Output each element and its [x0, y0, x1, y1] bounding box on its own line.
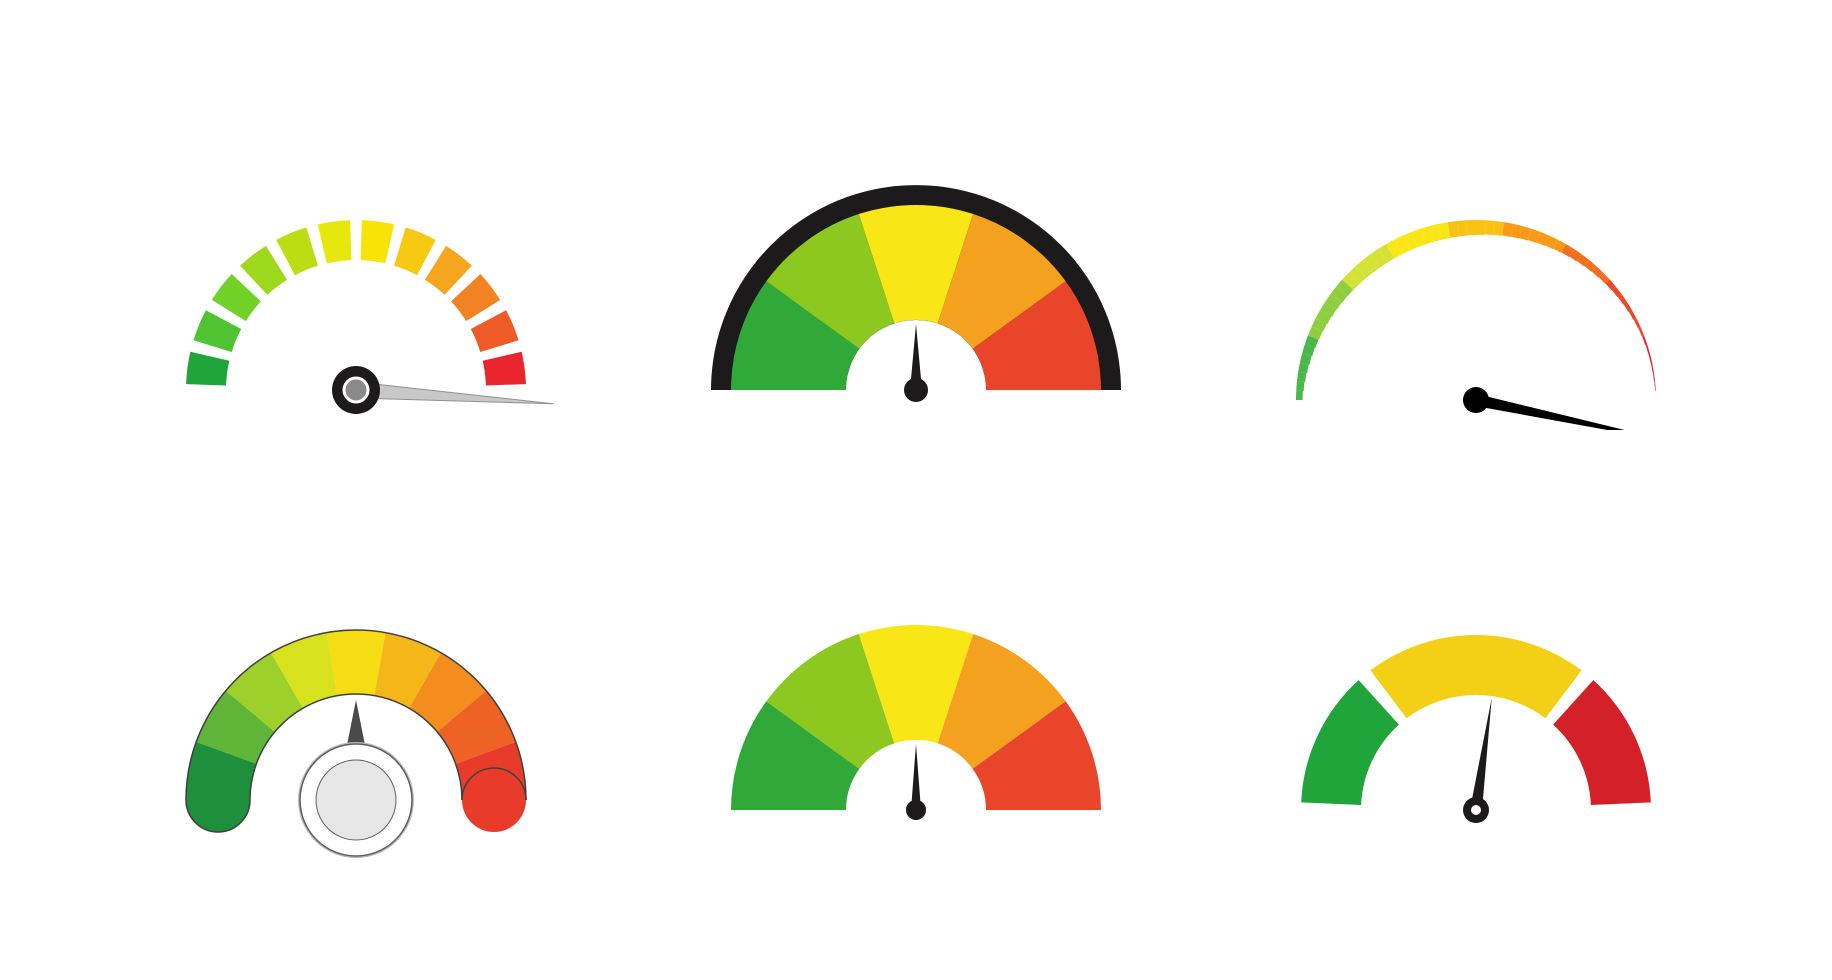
gauge-solid-5-svg — [696, 550, 1136, 850]
gauge-gradient-arc — [1226, 100, 1726, 460]
gauge-dark-ring-svg — [696, 130, 1136, 430]
gauge-dark-ring — [666, 100, 1166, 460]
gauge-rounded-tube-svg — [136, 540, 576, 860]
gauge-gradient-arc-svg — [1246, 130, 1706, 430]
gauge-rounded-tube — [106, 520, 606, 880]
gauge-3seg-gap — [1226, 520, 1726, 880]
gauge-segmented-ticks — [106, 100, 606, 460]
gauge-solid-5 — [666, 520, 1166, 880]
gauge-segmented-ticks-svg — [136, 130, 576, 430]
gauge-3seg-gap-svg — [1256, 550, 1696, 850]
